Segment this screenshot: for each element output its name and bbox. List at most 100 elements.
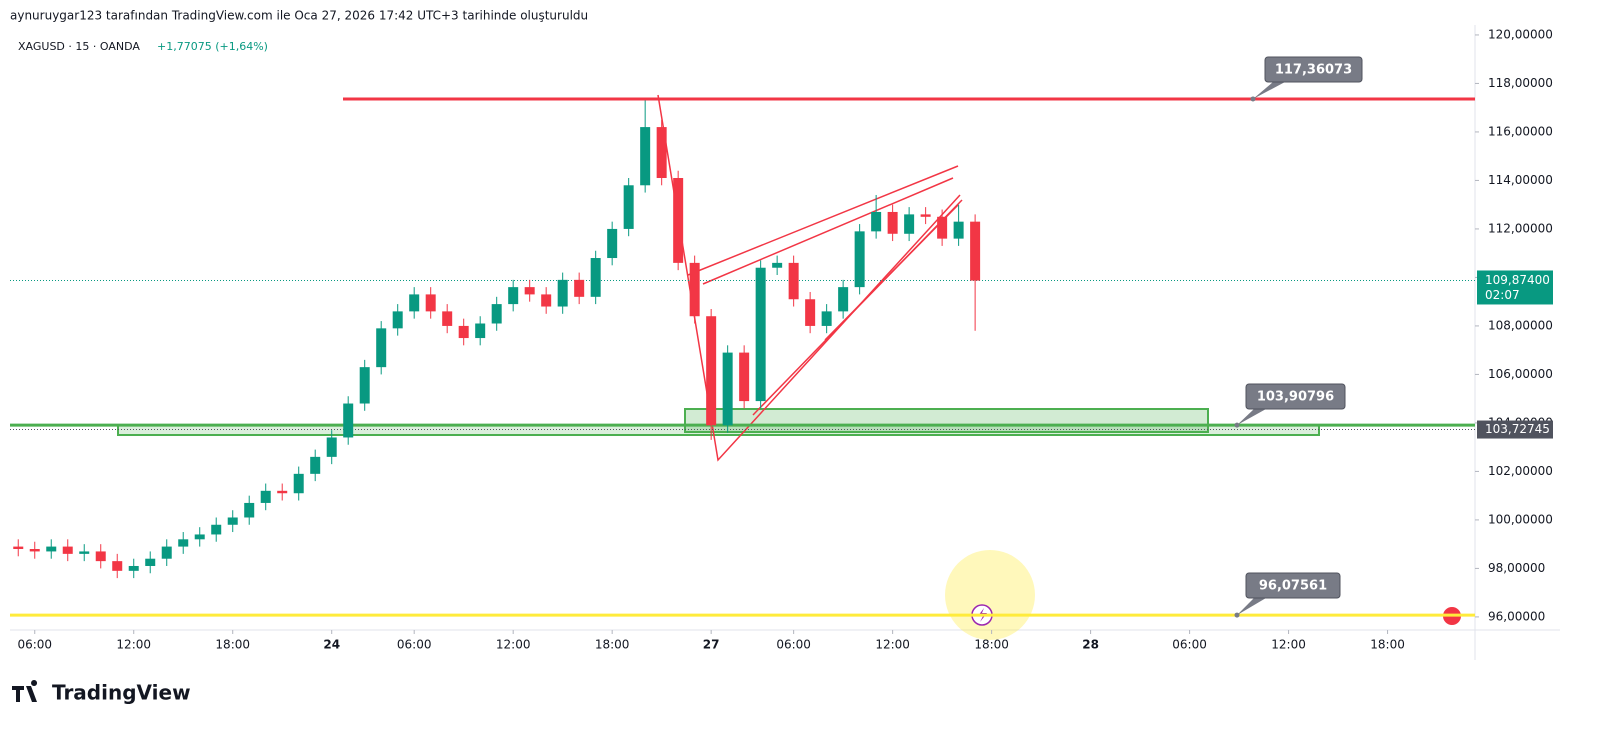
candle-body [871,211,882,232]
y-tick-label: 114,00000 [1488,173,1553,187]
x-tick-label: 24 [323,638,340,652]
y-tick-label: 96,00000 [1488,609,1545,623]
trend-line [824,204,959,341]
callout-pointer [1253,82,1285,99]
candle-body [293,473,304,494]
candle-body [343,403,354,438]
candle-body [128,565,139,571]
candle-body [359,367,370,404]
candle-body [904,214,915,234]
x-tick-label: 18:00 [595,638,630,652]
x-tick-label: 12:00 [1271,638,1306,652]
candle-body [953,221,964,239]
candle-body [656,127,667,179]
candle-body [607,228,618,259]
candle-body [409,294,420,312]
candle-body [178,539,189,547]
x-tick-label: 12:00 [875,638,910,652]
candle-body [755,267,766,402]
candle-body [95,551,106,562]
x-tick-label: 06:00 [1172,638,1207,652]
y-tick-label: 102,00000 [1488,464,1553,478]
marker-box [1477,420,1553,439]
candle-body [590,258,601,297]
candle-body [673,178,684,263]
candle-body [788,262,799,300]
y-tick-label: 112,00000 [1488,221,1553,235]
candle-body [838,287,849,312]
last-price-box [1477,270,1553,305]
y-tick-label: 116,00000 [1488,124,1553,138]
callout-anchor [1250,96,1256,102]
candle-body [194,534,205,540]
symbol: XAGUSD · 15 · OANDA [18,40,140,53]
candle-body [722,352,733,426]
x-tick-label: 18:00 [215,638,250,652]
candle-body [277,490,288,494]
x-tick-label: 18:00 [974,638,1009,652]
candle-body [458,325,469,339]
candle-body [772,262,783,268]
candle-body [524,287,535,295]
x-tick-label: 12:00 [496,638,531,652]
callout-label: 117,36073 [1275,63,1352,78]
candle-body [211,524,222,535]
candle-body [442,311,453,326]
candle-body [112,561,123,571]
y-tick-label: 106,00000 [1488,367,1553,381]
candle-body [541,294,552,307]
candle-body [920,214,931,217]
trend-line [702,177,954,285]
y-tick-label: 100,00000 [1488,512,1553,526]
candle-body [29,549,40,552]
candle-body [161,546,172,559]
candle-body [508,287,519,305]
brand: TradingView [52,681,191,705]
x-tick-label: 06:00 [17,638,52,652]
x-tick-label: 06:00 [397,638,432,652]
callout-anchor [1234,612,1240,618]
x-tick-label: 28 [1082,638,1099,652]
candle-body [392,311,403,329]
change: +1,77075 (+1,64%) [157,40,268,53]
candle-body [739,352,750,402]
y-tick-label: 120,00000 [1488,27,1553,41]
candle-body [821,311,832,326]
callout-label: 96,07561 [1259,579,1327,594]
last-price-label: 109,87400 [1485,273,1550,287]
callout [1245,383,1346,410]
candle-body [805,299,816,326]
callout-pointer [1237,598,1266,616]
candle-body [970,221,981,281]
candle-body [13,546,24,550]
countdown: 02:07 [1485,288,1520,302]
candle-body [145,558,156,566]
y-tick-label: 98,00000 [1488,561,1545,575]
candle-body [475,323,486,339]
callout [1245,572,1341,599]
candle-body [227,517,238,525]
callout-pointer [1237,409,1266,426]
candle-body [310,456,321,474]
x-tick-label: 27 [703,638,720,652]
candle-body [706,316,717,426]
candle-body [260,490,271,503]
candle-body [46,546,57,552]
trend-line [687,165,959,276]
callout-label: 103,90796 [1257,390,1334,405]
zone [684,408,1209,433]
candle-body [376,328,387,368]
candle-body [491,304,502,324]
marker-label: 103,72745 [1485,422,1550,436]
candle-body [326,437,337,457]
y-tick-label: 118,00000 [1488,76,1553,90]
candle-body [425,294,436,312]
x-tick-label: 12:00 [116,638,151,652]
header: aynuruygar123 tarafından TradingView.com… [10,9,588,23]
candle-body [574,279,585,297]
x-tick-label: 06:00 [776,638,811,652]
callout-anchor [1234,422,1240,428]
candle-body [244,502,255,518]
candle-body [640,127,651,186]
